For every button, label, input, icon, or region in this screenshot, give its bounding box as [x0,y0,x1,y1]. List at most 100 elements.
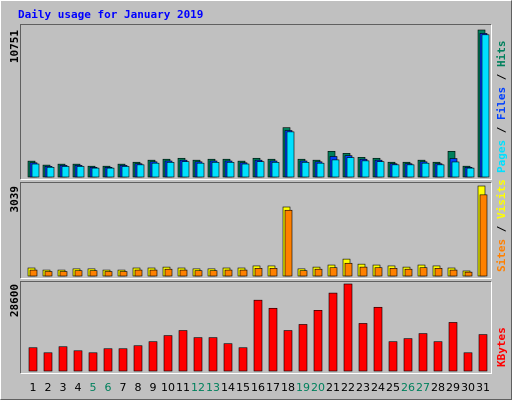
y-tick-label: 10751 [8,30,21,63]
bar [403,338,413,372]
x-tick-label: 5 [90,381,97,394]
legend: KBytes [495,327,508,367]
x-tick-label: 8 [135,381,142,394]
bar [299,270,308,277]
bar [166,162,175,178]
legend-entry: Pages [495,140,508,173]
panel-border-light [20,281,492,374]
bar [194,270,203,277]
bar [329,267,338,277]
x-tick-label: 7 [120,381,127,394]
chart-title: Daily usage for January 2019 [18,8,203,21]
bar [149,269,158,277]
x-tick-label: 30 [461,381,475,394]
bar [134,269,143,277]
x-tick-label: 12 [191,381,205,394]
bar [463,352,473,372]
bar [344,262,353,277]
x-tick-label: 27 [416,381,430,394]
bar [316,162,325,178]
bar [121,166,130,178]
bar [374,267,383,277]
bar [433,341,443,372]
legend: Sites / Visits [495,179,508,272]
bar [373,306,383,372]
x-tick-label: 18 [281,381,295,394]
panel-border-dark [20,182,492,279]
bar [434,268,443,277]
legend-separator: / [495,120,508,140]
bar [391,164,400,178]
bar [419,267,428,277]
x-tick-label: 9 [150,381,157,394]
x-tick-label: 29 [446,381,460,394]
bar [268,307,278,372]
x-tick-label: 15 [236,381,250,394]
bar [359,266,368,277]
x-tick-label: 19 [296,381,310,394]
legend-entry: KBytes [495,327,508,367]
bar [241,163,250,178]
bar [196,162,205,178]
x-tick-label: 25 [386,381,400,394]
panel-border-dark [20,24,492,180]
x-tick-label: 10 [161,381,175,394]
legend: Pages / Files / Hits [495,41,508,174]
panel-border-dark [20,281,492,374]
bar [103,348,113,372]
x-tick-label: 28 [431,381,445,394]
x-tick-label: 22 [341,381,355,394]
legend-entry: Files [495,87,508,120]
bar [301,162,310,178]
bar [376,161,385,178]
x-tick-label: 31 [476,381,490,394]
bar [88,352,98,372]
bar [478,334,488,372]
bar [254,268,263,277]
bar [466,167,475,178]
bar [148,341,158,372]
bar [449,269,458,277]
legend-entry: Sites [495,239,508,272]
bar [31,163,40,178]
x-tick-label: 4 [75,381,82,394]
x-tick-label: 1 [30,381,37,394]
bar [256,161,265,178]
bar [226,162,235,178]
bar [388,341,398,372]
bar [91,167,100,178]
bar [178,330,188,372]
bar [118,348,128,372]
bar [44,271,53,277]
panel [20,24,492,180]
bar [451,161,460,178]
x-tick-label: 6 [105,381,112,394]
bar [28,347,38,372]
panel [20,182,492,279]
bar [448,322,458,372]
x-tick-label: 17 [266,381,280,394]
x-tick-label: 26 [401,381,415,394]
panel-border-light [20,24,492,180]
bar [271,162,280,178]
x-tick-label: 16 [251,381,265,394]
bar [133,345,143,372]
bar [43,352,53,372]
bar [193,337,203,372]
bar [284,209,293,277]
y-tick-label: 28600 [8,284,21,317]
legend-entry: Visits [495,179,508,219]
bar [418,333,428,372]
bar [74,270,83,277]
x-tick-label: 23 [356,381,370,394]
bar [389,268,398,277]
x-tick-label: 2 [45,381,52,394]
bar [119,271,128,277]
bar [346,157,355,178]
bar [464,271,473,277]
bar [298,324,308,372]
bar [343,283,353,372]
